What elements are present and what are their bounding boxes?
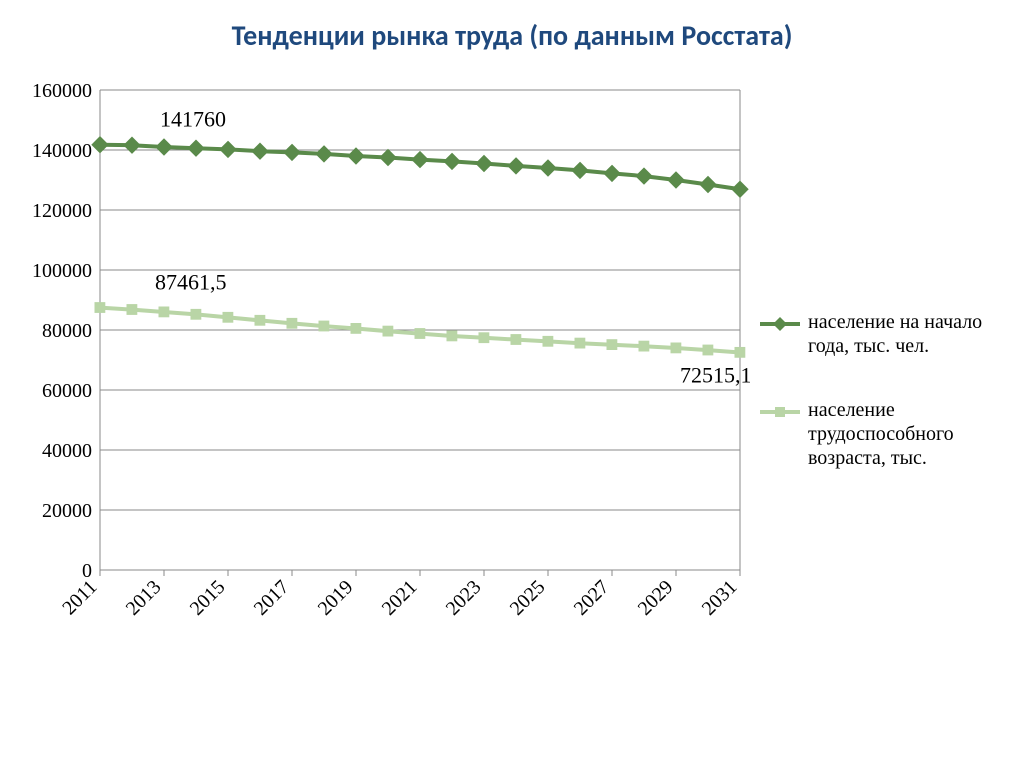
xtick-label: 2011 <box>58 576 101 619</box>
chart-wrap: 0200004000060000800001000001200001400001… <box>20 80 1000 700</box>
xtick-label: 2017 <box>250 576 294 620</box>
ytick-label: 60000 <box>42 380 92 402</box>
square-marker-icon <box>607 340 617 350</box>
xtick-label: 2021 <box>378 576 422 620</box>
ytick-label: 20000 <box>42 500 92 522</box>
xtick-label: 2027 <box>570 576 614 620</box>
diamond-marker-icon <box>252 143 268 159</box>
square-marker-icon <box>287 318 297 328</box>
diamond-marker-icon <box>572 162 588 178</box>
square-marker-icon <box>255 315 265 325</box>
ytick-label: 80000 <box>42 320 92 342</box>
ytick-label: 160000 <box>32 80 92 102</box>
data-label: 87461,5 <box>155 270 227 295</box>
diamond-marker-icon <box>700 177 716 193</box>
xtick-label: 2023 <box>442 576 486 620</box>
square-marker-icon <box>735 347 745 357</box>
square-marker-icon <box>383 326 393 336</box>
diamond-marker-icon <box>156 139 172 155</box>
diamond-marker-icon <box>412 152 428 168</box>
square-marker-icon <box>319 321 329 331</box>
diamond-marker-icon <box>636 168 652 184</box>
ytick-label: 120000 <box>32 200 92 222</box>
diamond-marker-icon <box>760 314 800 334</box>
square-marker-icon <box>575 338 585 348</box>
xtick-label: 2019 <box>314 576 358 620</box>
square-marker-icon <box>127 305 137 315</box>
legend-item-population-working-age: население трудоспособного возраста, тыс. <box>760 398 1000 470</box>
xtick-label: 2029 <box>634 576 678 620</box>
square-marker-icon <box>191 309 201 319</box>
square-marker-icon <box>511 335 521 345</box>
page: Тенденции рынка труда (по данным Росстат… <box>0 0 1024 768</box>
diamond-marker-icon <box>316 146 332 162</box>
diamond-marker-icon <box>220 141 236 157</box>
square-marker-icon <box>159 307 169 317</box>
ytick-label: 140000 <box>32 140 92 162</box>
square-marker-icon <box>415 329 425 339</box>
diamond-marker-icon <box>380 150 396 166</box>
chart-svg: 0200004000060000800001000001200001400001… <box>20 80 750 700</box>
diamond-marker-icon <box>188 140 204 156</box>
xtick-label: 2013 <box>122 576 166 620</box>
diamond-marker-icon <box>444 153 460 169</box>
xtick-label: 2025 <box>506 576 550 620</box>
ytick-label: 100000 <box>32 260 92 282</box>
diamond-marker-icon <box>284 144 300 160</box>
square-marker-icon <box>223 312 233 322</box>
square-marker-icon <box>671 343 681 353</box>
square-marker-icon <box>760 402 800 422</box>
diamond-marker-icon <box>476 156 492 172</box>
square-marker-icon <box>543 336 553 346</box>
chart-title: Тенденции рынка труда (по данным Росстат… <box>0 18 1024 53</box>
xtick-label: 2031 <box>698 576 742 620</box>
legend-label-population-total: население на начало года, тыс. чел. <box>808 310 1000 358</box>
diamond-marker-icon <box>540 160 556 176</box>
diamond-marker-icon <box>668 172 684 188</box>
legend-label-population-working-age: население трудоспособного возраста, тыс. <box>808 398 1000 470</box>
diamond-marker-icon <box>732 181 748 197</box>
square-marker-icon <box>703 345 713 355</box>
square-marker-icon <box>479 333 489 343</box>
diamond-marker-icon <box>604 165 620 181</box>
xtick-label: 2015 <box>186 576 230 620</box>
legend-item-population-total: население на начало года, тыс. чел. <box>760 310 1000 358</box>
square-marker-icon <box>639 341 649 351</box>
data-label: 141760 <box>160 107 226 132</box>
square-marker-icon <box>351 324 361 334</box>
ytick-label: 40000 <box>42 440 92 462</box>
diamond-marker-icon <box>508 158 524 174</box>
data-label: 72515,1 <box>680 362 750 387</box>
square-marker-icon <box>447 331 457 341</box>
legend: население на начало года, тыс. чел. насе… <box>750 80 1000 700</box>
diamond-marker-icon <box>124 137 140 153</box>
square-marker-icon <box>95 303 105 313</box>
plot-area: 0200004000060000800001000001200001400001… <box>20 80 750 640</box>
